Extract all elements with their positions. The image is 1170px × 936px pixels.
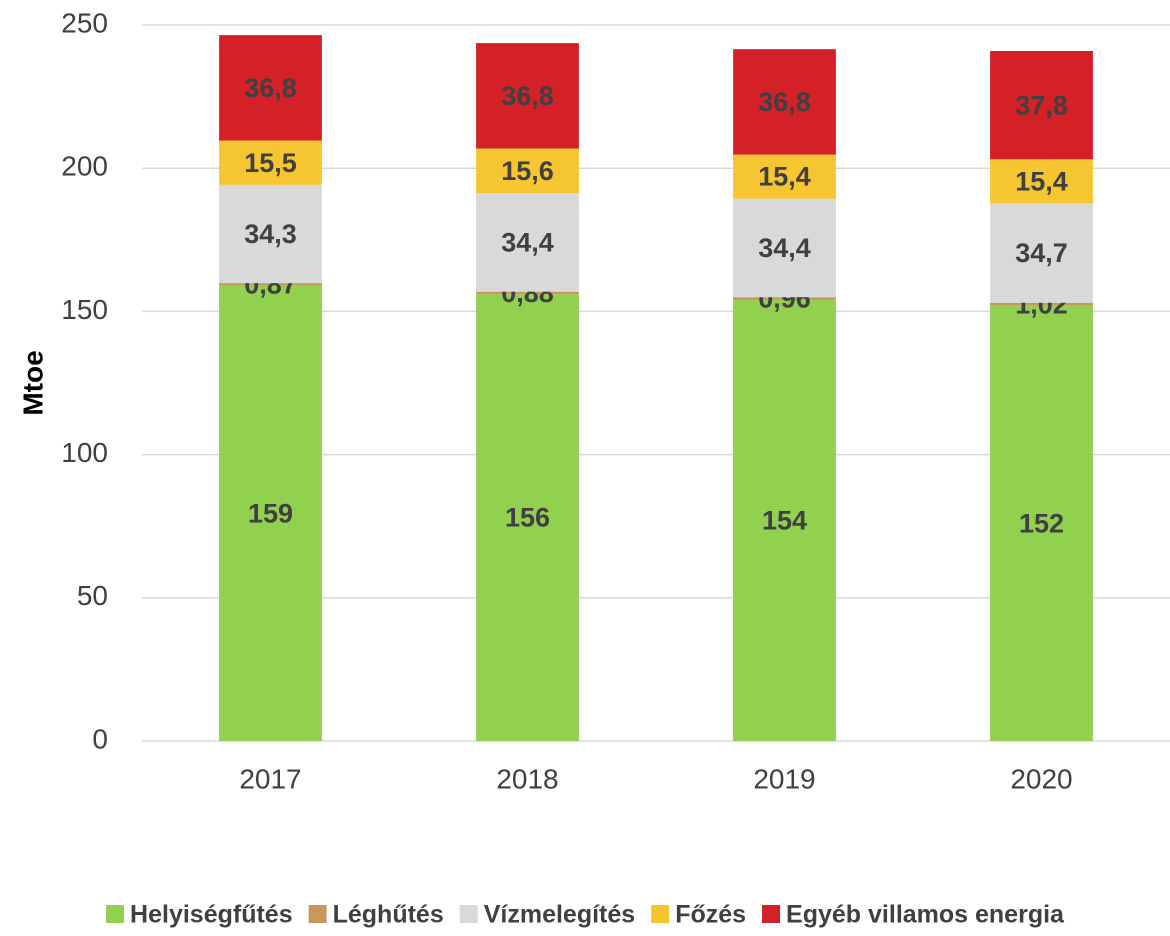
bar-segment: [733, 297, 836, 300]
bar-segment: [990, 302, 1093, 306]
data-label: 156: [505, 503, 550, 533]
legend-label: Egyéb villamos energia: [786, 901, 1065, 929]
data-label: 34,4: [501, 228, 554, 258]
y-axis-label: Mtoe: [17, 350, 48, 415]
x-tick-label: 2017: [239, 763, 301, 794]
bar-segment: [733, 299, 836, 741]
data-label: 15,5: [244, 148, 297, 178]
bar-segment: [733, 198, 836, 298]
bar-segment: [476, 294, 579, 741]
legend-label: Vízmelegítés: [484, 901, 635, 929]
bar-segment: [476, 291, 579, 295]
legend-marker: [459, 905, 478, 923]
y-tick-label: 100: [61, 437, 108, 468]
data-label: 34,4: [758, 233, 811, 263]
y-tick-label: 0: [92, 723, 108, 754]
data-label: 159: [248, 498, 293, 528]
bar-segment: [990, 203, 1093, 303]
data-label: 37,8: [1015, 90, 1068, 120]
legend-label: Léghűtés: [333, 901, 444, 929]
data-label: 154: [762, 506, 807, 536]
bar-segment: [990, 51, 1093, 160]
y-tick-label: 150: [61, 294, 108, 325]
bar-segment: [476, 193, 579, 292]
bar-segment: [219, 283, 322, 286]
bar-segment: [476, 43, 579, 149]
bar-segment: [219, 184, 322, 284]
y-tick-label: 200: [61, 151, 108, 182]
bar-segment: [990, 159, 1093, 204]
data-label: 36,8: [244, 73, 297, 103]
legend-marker: [106, 905, 125, 923]
x-tick-label: 2018: [496, 763, 558, 794]
data-label: 152: [1019, 508, 1064, 538]
data-label: 34,3: [244, 219, 297, 249]
x-tick-label: 2020: [1010, 763, 1072, 794]
y-tick-label: 250: [61, 7, 108, 38]
bar-segment: [733, 49, 836, 155]
legend: Helyiségfűtés Léghűtés Vízmelegítés Főzés Eg…: [106, 901, 1065, 929]
legend-label: Helyiségfűtés: [130, 901, 293, 929]
legend-marker: [308, 905, 327, 923]
x-tick-label: 2019: [753, 763, 815, 794]
legend-marker: [651, 905, 670, 923]
bar-segment: [219, 285, 322, 741]
bar-segment: [733, 154, 836, 199]
data-label: 15,4: [1015, 166, 1068, 196]
data-label: 15,4: [758, 162, 811, 192]
legend-marker: [762, 905, 781, 923]
data-label: 34,7: [1015, 238, 1068, 268]
data-label: 36,8: [501, 81, 554, 111]
bar-segment: [219, 35, 322, 141]
bar-segment: [476, 148, 579, 194]
bar-segment: [990, 305, 1093, 741]
data-label: 36,8: [758, 87, 811, 117]
y-tick-label: 50: [77, 580, 108, 611]
legend-label: Főzés: [675, 901, 746, 929]
bar-segment: [219, 140, 322, 185]
data-label: 15,6: [501, 156, 554, 186]
